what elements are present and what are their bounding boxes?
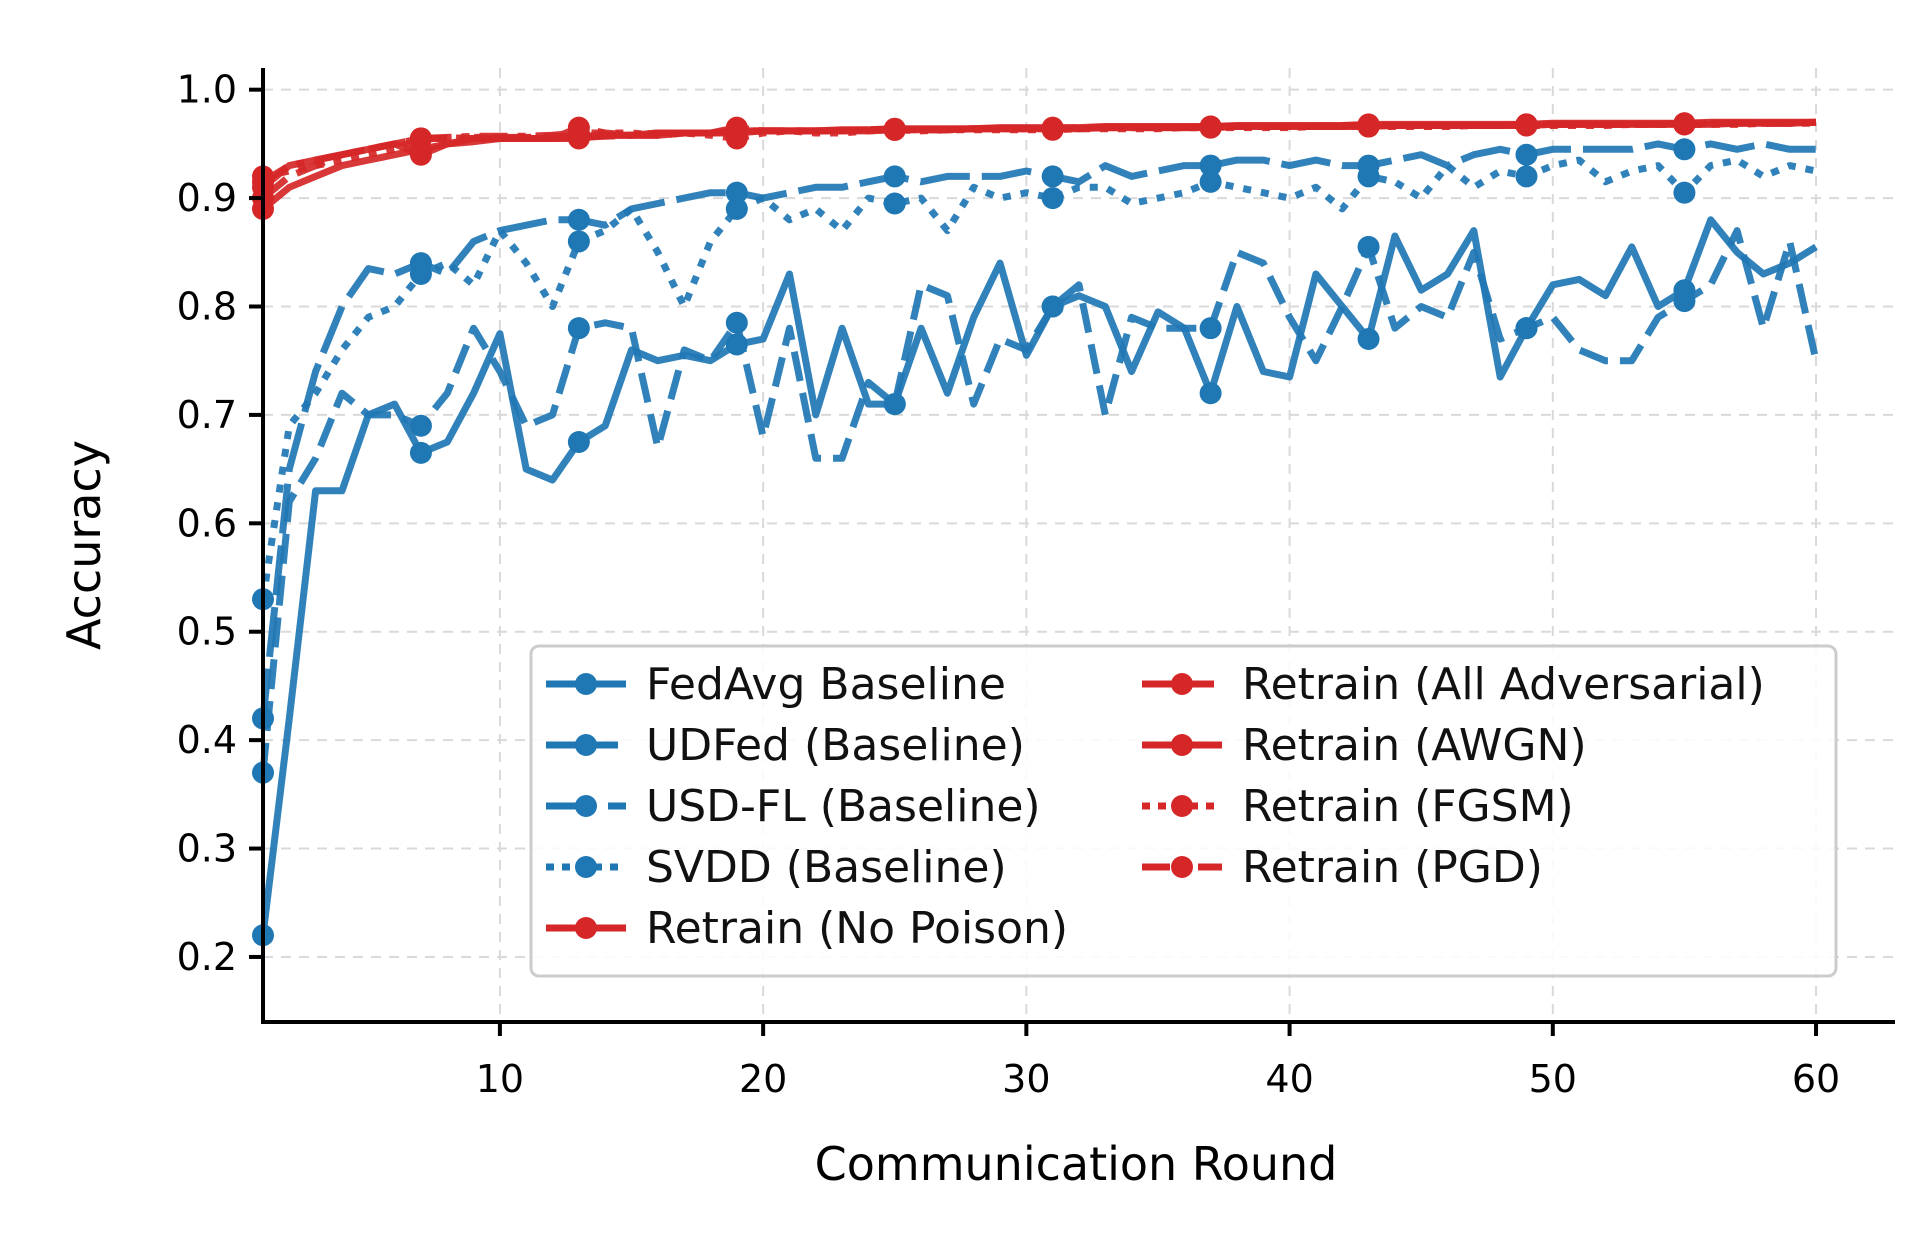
x-tick-label: 50 xyxy=(1529,1057,1577,1101)
y-tick-label: 0.8 xyxy=(177,285,237,329)
legend-label: SVDD (Baseline) xyxy=(646,842,1007,893)
series-point-fedavg-baseline xyxy=(409,441,432,464)
series-point-udfed-baseline xyxy=(567,317,590,340)
series-point-usd-fl-baseline xyxy=(1515,143,1538,166)
series-point-retrain-pgd xyxy=(567,122,590,145)
legend-label: UDFed (Baseline) xyxy=(646,720,1025,771)
legend-marker xyxy=(575,856,597,878)
series-udfed-baseline xyxy=(252,227,1820,784)
series-point-udfed-baseline xyxy=(1673,290,1696,313)
y-tick-label: 0.9 xyxy=(177,176,237,220)
ticks: 0.2 0.3 0.4 0.5 0.6 0.7 0.8 0.9 1.0 10 20 30 40 50 60 xyxy=(177,68,1841,1101)
series-point-usd-fl-baseline xyxy=(1199,154,1222,177)
series-point-svdd-baseline xyxy=(1515,165,1538,188)
series-point-svdd-baseline xyxy=(1357,165,1380,188)
series-point-udfed-baseline xyxy=(1041,295,1064,318)
x-tick-label: 20 xyxy=(739,1057,787,1101)
legend-marker xyxy=(575,673,597,695)
series-point-usd-fl-baseline xyxy=(567,208,590,231)
series-point-retrain-pgd xyxy=(883,118,906,141)
series-point-svdd-baseline xyxy=(1673,181,1696,204)
legend-marker xyxy=(575,734,597,756)
series-point-retrain-pgd xyxy=(725,116,748,139)
series-point-retrain-awgn xyxy=(409,143,432,166)
legend-label: Retrain (AWGN) xyxy=(1242,720,1587,771)
series-line-svdd-baseline xyxy=(259,156,1817,600)
x-tick-label: 60 xyxy=(1792,1057,1840,1101)
series-point-svdd-baseline xyxy=(1199,170,1222,193)
series-point-usd-fl-baseline xyxy=(1041,165,1064,188)
series-point-retrain-pgd xyxy=(1041,117,1064,140)
series-point-retrain-pgd xyxy=(1357,114,1380,137)
series-point-udfed-baseline xyxy=(1199,317,1222,340)
series-point-fedavg-baseline xyxy=(567,431,590,454)
y-tick-label: 1.0 xyxy=(177,68,237,112)
series-point-svdd-baseline xyxy=(1041,187,1064,210)
legend-marker xyxy=(1171,856,1193,878)
legend-label: Retrain (FGSM) xyxy=(1242,781,1574,832)
legend-marker xyxy=(1171,795,1193,817)
legend-marker xyxy=(1171,734,1193,756)
series-layer xyxy=(252,112,1820,947)
y-tick-label: 0.4 xyxy=(177,718,237,762)
series-line-udfed-baseline xyxy=(259,227,1820,774)
series-usd-fl-baseline xyxy=(252,138,1816,730)
series-point-fedavg-baseline xyxy=(1199,382,1222,405)
series-point-udfed-baseline xyxy=(883,393,906,416)
series-point-retrain-pgd xyxy=(1515,113,1538,136)
series-point-udfed-baseline xyxy=(1515,317,1538,340)
series-point-usd-fl-baseline xyxy=(1673,138,1696,161)
legend-label: FedAvg Baseline xyxy=(646,659,1006,710)
series-point-retrain-pgd xyxy=(1673,112,1696,135)
legend: FedAvg Baseline UDFed (Baseline) USD-FL (B… xyxy=(529,644,1838,978)
series-point-retrain-pgd xyxy=(1199,116,1222,139)
legend-label: Retrain (No Poison) xyxy=(646,903,1068,954)
series-point-svdd-baseline xyxy=(409,262,432,285)
y-tick-label: 0.6 xyxy=(177,501,237,545)
y-tick-label: 0.3 xyxy=(177,827,237,871)
legend-label: Retrain (PGD) xyxy=(1242,842,1543,893)
axes xyxy=(261,68,1895,1024)
legend-marker xyxy=(575,917,597,939)
series-retrain-pgd xyxy=(252,112,1817,193)
y-tick-label: 0.7 xyxy=(177,393,237,437)
x-axis-label: Communication Round xyxy=(815,1137,1338,1191)
legend-marker xyxy=(1171,673,1193,695)
series-svdd-baseline xyxy=(252,156,1817,611)
y-axis-label: Accuracy xyxy=(57,440,111,650)
series-point-udfed-baseline xyxy=(725,311,748,334)
series-point-usd-fl-baseline xyxy=(725,181,748,204)
legend-label: USD-FL (Baseline) xyxy=(646,781,1041,832)
series-point-retrain-pgd xyxy=(409,127,432,150)
series-line-usd-fl-baseline xyxy=(259,140,1816,719)
series-line-retrain-pgd xyxy=(261,118,1817,185)
series-point-svdd-baseline xyxy=(725,197,748,220)
series-point-svdd-baseline xyxy=(567,230,590,253)
series-point-svdd-baseline xyxy=(883,192,906,215)
y-tick-label: 0.2 xyxy=(177,935,237,979)
series-point-udfed-baseline xyxy=(1357,235,1380,258)
series-point-usd-fl-baseline xyxy=(883,165,906,188)
x-tick-label: 30 xyxy=(1002,1057,1050,1101)
y-tick-label: 0.5 xyxy=(177,610,237,654)
x-tick-label: 10 xyxy=(476,1057,524,1101)
series-point-fedavg-baseline xyxy=(1357,328,1380,351)
x-tick-label: 40 xyxy=(1265,1057,1313,1101)
series-point-udfed-baseline xyxy=(409,414,432,437)
legend-label: Retrain (All Adversarial) xyxy=(1242,659,1765,710)
legend-marker xyxy=(575,795,597,817)
